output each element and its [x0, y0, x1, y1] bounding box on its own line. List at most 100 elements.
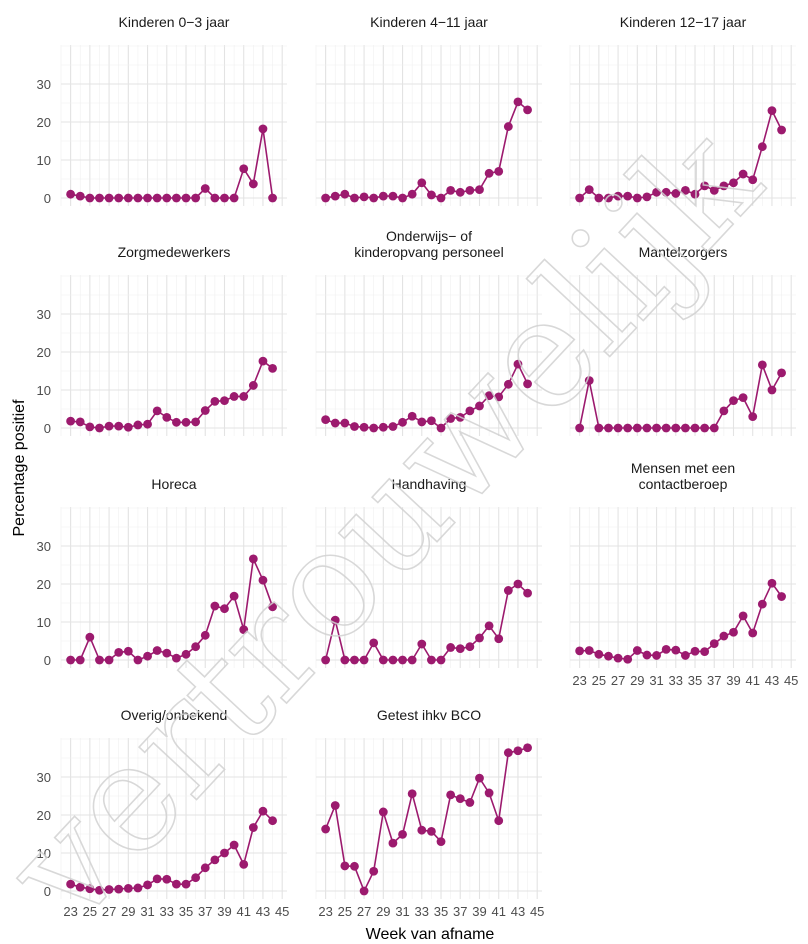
data-point: [85, 632, 95, 642]
data-point: [359, 192, 369, 202]
data-point: [777, 125, 786, 135]
panel-title: contactberoep: [639, 476, 728, 492]
data-point: [330, 801, 340, 810]
x-tick-label: 45: [275, 904, 289, 919]
data-point: [427, 416, 436, 426]
data-point: [690, 423, 700, 433]
y-tick-label: 10: [37, 153, 51, 168]
series-line: [70, 810, 274, 892]
data-point: [523, 743, 532, 753]
data-point: [220, 604, 229, 614]
data-point: [613, 653, 623, 663]
data-point: [436, 837, 446, 846]
panel-3: Kinderen 12−17 jaar: [569, 14, 796, 206]
data-point: [181, 193, 191, 203]
data-point: [152, 406, 162, 416]
panel-11: Getest ihkv BCO 23 25 27 29 31 33 35 37 39 41 43 45: [315, 707, 544, 919]
data-point: [642, 423, 652, 433]
data-point: [484, 788, 494, 798]
data-point: [757, 360, 767, 370]
data-point: [378, 807, 388, 817]
series-line: [579, 582, 783, 661]
data-point: [229, 193, 239, 203]
data-point: [398, 193, 407, 203]
data-point: [661, 644, 671, 654]
data-point: [330, 418, 340, 428]
data-point: [767, 578, 777, 588]
y-tick-label: 20: [37, 115, 51, 130]
data-point: [95, 885, 104, 895]
panel-title: Horeca: [151, 476, 196, 492]
y-tick-label: 0: [44, 191, 51, 206]
data-point: [503, 748, 513, 758]
data-point: [748, 175, 758, 185]
data-point: [229, 392, 239, 401]
y-tick-label: 10: [37, 383, 51, 398]
data-point: [767, 385, 777, 395]
x-tick-label: 41: [236, 904, 250, 919]
data-point: [172, 879, 181, 889]
data-point: [191, 417, 201, 427]
data-point: [475, 185, 484, 195]
data-point: [503, 122, 513, 131]
x-tick-label: 39: [472, 904, 486, 919]
data-point: [340, 189, 350, 199]
data-point: [661, 187, 671, 197]
data-point: [417, 639, 427, 649]
data-point: [104, 421, 114, 431]
x-tick-label: 29: [376, 904, 390, 919]
panel-title: Getest ihkv BCO: [377, 707, 481, 723]
data-point: [455, 794, 465, 804]
data-point: [181, 879, 191, 889]
data-point: [594, 423, 604, 433]
data-point: [162, 193, 172, 203]
series-line: [70, 558, 274, 661]
data-point: [340, 418, 350, 428]
x-tick-label: 35: [434, 904, 448, 919]
y-tick-label: 0: [44, 653, 51, 668]
data-point: [446, 643, 456, 652]
x-tick-label: 37: [453, 904, 467, 919]
data-point: [359, 655, 369, 665]
data-point: [427, 826, 436, 836]
x-tick-label: 35: [688, 673, 702, 688]
data-point: [104, 885, 114, 894]
data-point: [123, 193, 133, 203]
x-tick-label: 31: [140, 904, 154, 919]
data-point: [75, 882, 85, 892]
panel-8: Handhaving: [315, 476, 542, 668]
data-point: [494, 167, 504, 176]
data-point: [133, 883, 143, 893]
panel-title: Onderwijs− of: [386, 228, 472, 244]
x-tick-label: 31: [649, 673, 663, 688]
data-point: [407, 411, 417, 421]
data-point: [191, 193, 201, 203]
data-point: [258, 124, 268, 134]
data-point: [503, 586, 513, 595]
data-point: [162, 412, 172, 422]
data-point: [484, 391, 494, 401]
x-tick-label: 31: [395, 904, 409, 919]
data-point: [95, 655, 104, 665]
data-point: [575, 193, 585, 203]
x-tick-label: 23: [63, 904, 77, 919]
data-point: [133, 420, 143, 430]
data-point: [594, 649, 604, 659]
data-point: [321, 824, 331, 834]
x-tick-label: 41: [491, 904, 505, 919]
x-tick-label: 37: [198, 904, 212, 919]
x-tick-label: 27: [102, 904, 116, 919]
data-point: [757, 599, 767, 609]
data-point: [114, 648, 124, 657]
data-point: [455, 412, 465, 422]
data-point: [398, 655, 407, 665]
data-point: [330, 615, 340, 625]
panel-title: Overig/onbekend: [121, 707, 228, 723]
data-point: [229, 840, 239, 850]
panel-7: Horeca 0 10 20 30: [37, 476, 287, 668]
data-point: [671, 645, 681, 655]
y-tick-label: 20: [37, 808, 51, 823]
data-point: [359, 422, 369, 432]
data-point: [152, 874, 162, 884]
